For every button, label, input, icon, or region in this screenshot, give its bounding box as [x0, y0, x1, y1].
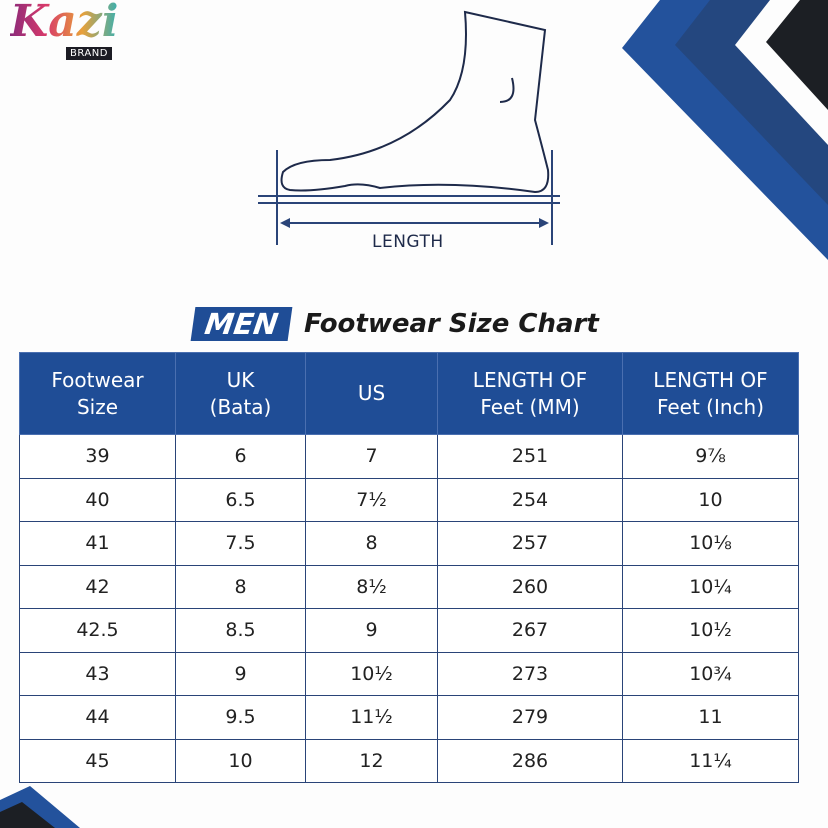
brand-logo: Kazi BRAND	[6, 0, 118, 64]
table-cell: 10⅛	[622, 521, 799, 566]
table-cell: 7	[305, 434, 438, 479]
arrow-head-left	[280, 218, 290, 228]
table-cell: 254	[437, 477, 623, 522]
table-cell: 7½	[305, 477, 438, 522]
table-cell: 43	[19, 651, 176, 696]
table-row: 41 7.5 8 257 10⅛	[19, 521, 799, 566]
table-cell: 257	[437, 521, 623, 566]
table-row: 43 9 10½ 273 10¾	[19, 651, 799, 696]
table-row: 39 6 7 251 9⅞	[19, 434, 799, 479]
table-cell: 8.5	[175, 608, 306, 653]
table-cell: 9	[175, 651, 306, 696]
foot-outline	[280, 10, 550, 194]
table-cell: 41	[19, 521, 176, 566]
column-header-line: Size	[76, 394, 119, 419]
table-cell: 8½	[305, 564, 438, 609]
top-right-chevron-dark	[766, 0, 828, 110]
column-header-line: LENGTH OF	[653, 367, 768, 392]
column-header-line: US	[357, 381, 386, 405]
table-cell: 42	[19, 564, 176, 609]
table-cell: 9⅞	[622, 434, 799, 479]
column-header-line: Feet (MM)	[480, 394, 580, 419]
table-cell: 8	[175, 564, 306, 609]
table-cell: 11½	[305, 695, 438, 740]
table-cell: 251	[437, 434, 623, 479]
column-header: UK (Bata)	[175, 352, 306, 435]
title-highlight: MEN	[190, 307, 293, 341]
table-row: 44 9.5 11½ 279 11	[19, 695, 799, 740]
logo-text: Kazi	[10, 0, 118, 47]
column-header-line: Footwear	[51, 367, 144, 392]
table-row: 40 6.5 7½ 254 10	[19, 477, 799, 522]
table-cell: 6.5	[175, 477, 306, 522]
table-cell: 11¼	[622, 738, 799, 783]
arrow-head-right	[539, 218, 549, 228]
column-header: LENGTH OF Feet (Inch)	[622, 352, 799, 435]
column-header-line: Feet (Inch)	[656, 394, 765, 419]
table-cell: 267	[437, 608, 623, 653]
table-cell: 10¼	[622, 564, 799, 609]
table-cell: 6	[175, 434, 306, 479]
chart-title: MEN Footwear Size Chart	[190, 306, 599, 342]
table-cell: 10	[622, 477, 799, 522]
ankle-bone-mark	[499, 77, 515, 103]
column-header: US	[305, 352, 438, 435]
column-header-line: (Bata)	[209, 394, 272, 419]
table-header-row: Footwear Size UK (Bata) US LENGTH OF Feet (MM)…	[19, 352, 799, 435]
table-cell: 10	[175, 738, 306, 783]
length-label: LENGTH	[372, 232, 444, 252]
table-cell: 8	[305, 521, 438, 566]
size-table: Footwear Size UK (Bata) US LENGTH OF Feet (MM)…	[19, 352, 799, 783]
table-cell: 10½	[622, 608, 799, 653]
logo-sub: BRAND	[66, 47, 112, 60]
column-header-line: UK	[226, 367, 255, 392]
table-cell: 273	[437, 651, 623, 696]
table-row: 42 8 8½ 260 10¼	[19, 564, 799, 609]
column-header: Footwear Size	[19, 352, 176, 435]
table-cell: 11	[622, 695, 799, 740]
table-cell: 9.5	[175, 695, 306, 740]
column-header-line: LENGTH OF	[472, 367, 588, 392]
foot-length-diagram	[258, 10, 560, 245]
table-cell: 40	[19, 477, 176, 522]
table-cell: 7.5	[175, 521, 306, 566]
title-text: Footwear Size Chart	[303, 309, 599, 339]
table-cell: 286	[437, 738, 623, 783]
table-cell: 279	[437, 695, 623, 740]
table-cell: 10½	[305, 651, 438, 696]
bottom-left-chevron-dark	[0, 802, 55, 828]
table-cell: 260	[437, 564, 623, 609]
table-cell: 10¾	[622, 651, 799, 696]
table-cell: 42.5	[19, 608, 176, 653]
table-cell: 9	[305, 608, 438, 653]
table-row: 42.5 8.5 9 267 10½	[19, 608, 799, 653]
column-header: LENGTH OF Feet (MM)	[437, 352, 623, 435]
table-cell: 39	[19, 434, 176, 479]
table-row: 45 10 12 286 11¼	[19, 738, 799, 783]
table-cell: 12	[305, 738, 438, 783]
table-cell: 44	[19, 695, 176, 740]
table-cell: 45	[19, 738, 176, 783]
